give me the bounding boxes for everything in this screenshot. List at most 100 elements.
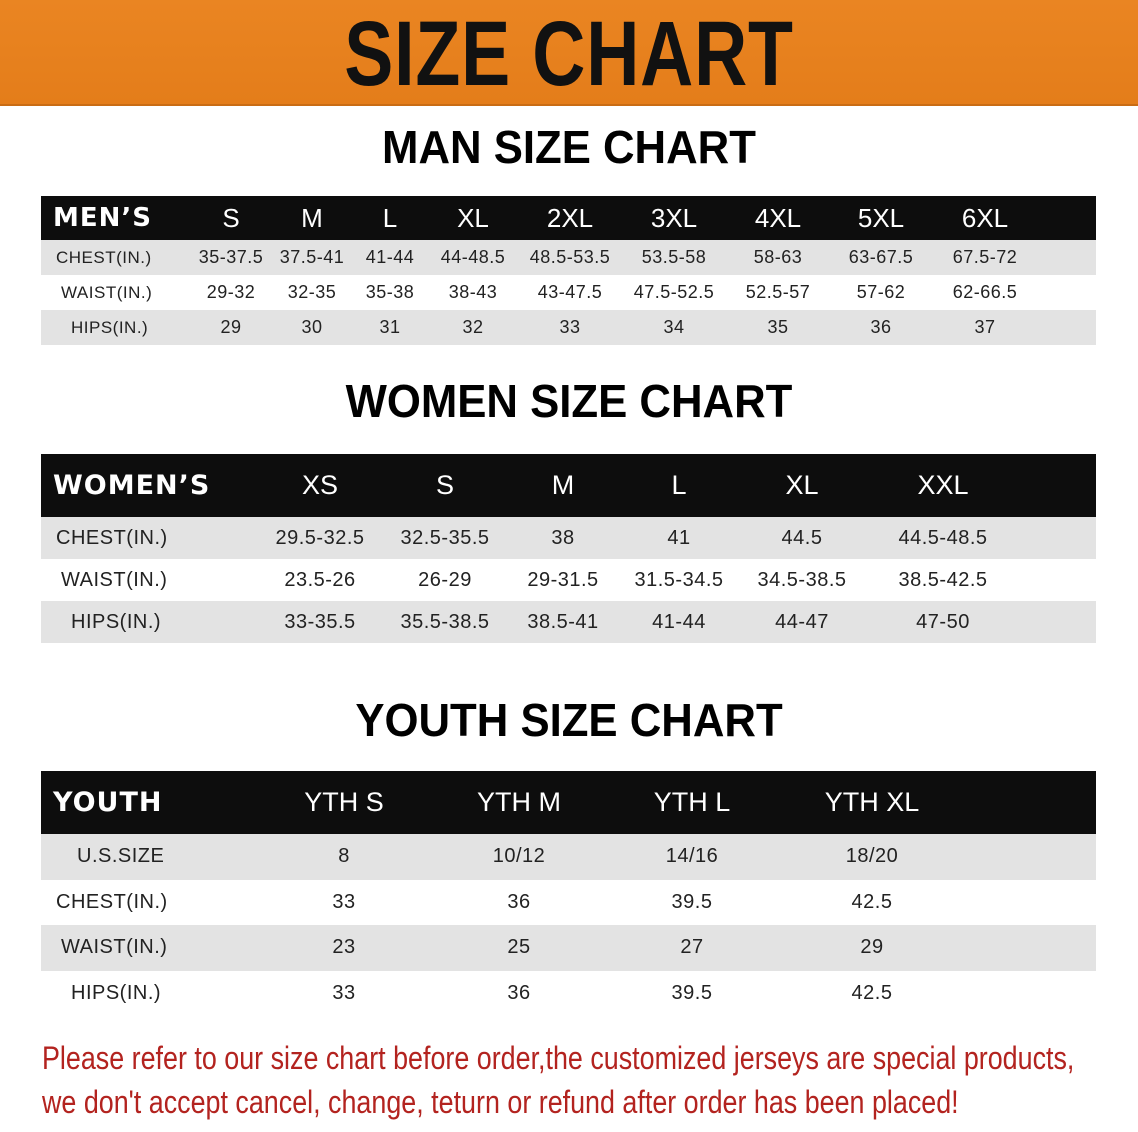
measurement-label: HIPS(IN.) — [71, 981, 162, 1004]
size-column-header: S — [435, 470, 454, 500]
measurement-label: U.S.SIZE — [77, 845, 165, 868]
women-section-title: WOMEN SIZE CHART — [345, 375, 793, 427]
table-row: HIPS(IN.) 33 36 39.5 42.5 — [41, 970, 1096, 1016]
measurement-value: 35.5-38.5 — [400, 610, 490, 633]
table-row: WAIST(IN.) 23 25 27 29 — [41, 925, 1096, 971]
youth-size-table: YOUTH YTH S YTH M YTH L YTH XL U.S.SIZE 8 10/12… — [41, 771, 1096, 1017]
size-column-header: 2XL — [546, 202, 594, 233]
table-header-label: WOMEN’S — [53, 470, 211, 501]
measurement-value: 8 — [338, 845, 350, 868]
measurement-value: 36 — [507, 890, 531, 913]
women-size-table: WOMEN’S XS S M L XL XXL CHEST(IN.) 29.5-32.5 32.5… — [41, 454, 1096, 644]
measurement-label: WAIST(IN.) — [61, 568, 168, 591]
measurement-value: 58-63 — [753, 247, 803, 267]
measurement-value: 33 — [332, 890, 356, 913]
youth-section-title: YOUTH SIZE CHART — [355, 694, 783, 746]
measurement-value: 39.5 — [671, 981, 713, 1004]
table-row: CHEST(IN.) 29.5-32.5 32.5-35.5 38 41 44.5 44.5… — [41, 517, 1096, 559]
measurement-value: 35-38 — [365, 282, 415, 302]
table-header-row: YOUTH YTH S YTH M YTH L YTH XL — [41, 771, 1096, 834]
measurement-value: 38.5-41 — [527, 610, 599, 633]
measurement-value: 26-29 — [418, 568, 472, 591]
size-column-header: YTH S — [304, 787, 384, 817]
size-column-header: 4XL — [754, 202, 802, 233]
measurement-value: 43-47.5 — [537, 282, 603, 302]
measurement-value: 37 — [974, 317, 996, 337]
measurement-value: 44-48.5 — [440, 247, 506, 267]
size-column-header: M — [301, 202, 323, 233]
size-column-header: XXL — [917, 470, 969, 500]
measurement-value: 62-66.5 — [952, 282, 1018, 302]
measurement-value: 10/12 — [492, 845, 546, 868]
measurement-value: 18/20 — [845, 845, 899, 868]
size-column-header: YTH XL — [824, 787, 920, 817]
measurement-value: 33 — [559, 317, 581, 337]
table-header-row: WOMEN’S XS S M L XL XXL — [41, 454, 1096, 517]
size-column-header: XL — [457, 202, 489, 233]
table-row: WAIST(IN.) 29-32 32-35 35-38 38-43 43-47.5 47.… — [41, 275, 1096, 310]
measurement-value: 42.5 — [851, 890, 893, 913]
measurement-value: 52.5-57 — [745, 282, 811, 302]
table-row: CHEST(IN.) 33 36 39.5 42.5 — [41, 879, 1096, 925]
measurement-value: 25 — [507, 936, 531, 959]
size-column-header: L — [671, 470, 687, 500]
measurement-value: 27 — [680, 936, 704, 959]
size-column-header: YTH L — [653, 787, 731, 817]
measurement-value: 48.5-53.5 — [529, 247, 611, 267]
measurement-value: 34 — [663, 317, 685, 337]
measurement-value: 53.5-58 — [641, 247, 707, 267]
table-row: CHEST(IN.) 35-37.5 37.5-41 41-44 44-48.5 48.5… — [41, 240, 1096, 275]
measurement-label: WAIST(IN.) — [61, 936, 168, 959]
men-size-table: MEN’S S M L XL 2XL 3XL 4XL 5XL 6XL CHEST(IN.) 35-37… — [41, 196, 1096, 346]
size-column-header: YTH M — [477, 787, 561, 817]
measurement-value: 32-35 — [287, 282, 337, 302]
table-row: WAIST(IN.) 23.5-26 26-29 29-31.5 31.5-34.5 34… — [41, 559, 1096, 601]
measurement-value: 38.5-42.5 — [898, 568, 988, 591]
size-column-header: XL — [785, 470, 819, 500]
notice-line-2: we don't accept cancel, change, teturn o… — [42, 1084, 959, 1120]
measurement-value: 23.5-26 — [284, 568, 356, 591]
measurement-value: 63-67.5 — [848, 247, 914, 267]
measurement-value: 29 — [220, 317, 242, 337]
table-header-row: MEN’S S M L XL 2XL 3XL 4XL 5XL 6XL — [41, 196, 1096, 240]
measurement-value: 32.5-35.5 — [400, 526, 490, 549]
measurement-label: HIPS(IN.) — [71, 317, 149, 337]
measurement-value: 38 — [551, 526, 575, 549]
measurement-label: CHEST(IN.) — [56, 247, 152, 267]
measurement-value: 36 — [507, 981, 531, 1004]
table-header-label: YOUTH — [53, 787, 163, 818]
size-column-header: 3XL — [650, 202, 698, 233]
measurement-value: 38-43 — [448, 282, 498, 302]
measurement-value: 34.5-38.5 — [757, 568, 847, 591]
measurement-value: 44-47 — [775, 610, 829, 633]
measurement-value: 33-35.5 — [284, 610, 356, 633]
order-notice: Please refer to our size chart before or… — [42, 1036, 1074, 1124]
measurement-value: 37.5-41 — [279, 247, 345, 267]
measurement-value: 44.5 — [781, 526, 823, 549]
measurement-value: 67.5-72 — [952, 247, 1018, 267]
measurement-value: 29 — [860, 936, 884, 959]
size-column-header: XS — [301, 470, 339, 500]
men-section-title: MAN SIZE CHART — [382, 121, 756, 173]
table-row: HIPS(IN.) 33-35.5 35.5-38.5 38.5-41 41-44 44-… — [41, 601, 1096, 643]
measurement-value: 57-62 — [856, 282, 906, 302]
banner-title: SIZE CHART — [344, 3, 794, 105]
table-header-label: MEN’S — [53, 203, 152, 233]
measurement-value: 47.5-52.5 — [633, 282, 715, 302]
measurement-value: 36 — [870, 317, 892, 337]
size-column-header: 6XL — [961, 202, 1009, 233]
size-column-header: 5XL — [857, 202, 905, 233]
measurement-label: HIPS(IN.) — [71, 610, 162, 633]
measurement-value: 39.5 — [671, 890, 713, 913]
table-row: HIPS(IN.) 29 30 31 32 33 34 35 36 37 — [41, 310, 1096, 345]
measurement-value: 14/16 — [665, 845, 719, 868]
size-column-header: L — [382, 202, 398, 233]
notice-line-1: Please refer to our size chart before or… — [42, 1040, 1075, 1076]
measurement-value: 41-44 — [365, 247, 415, 267]
measurement-value: 31 — [379, 317, 401, 337]
measurement-value: 47-50 — [916, 610, 970, 633]
measurement-value: 30 — [301, 317, 323, 337]
measurement-value: 31.5-34.5 — [634, 568, 724, 591]
measurement-value: 29.5-32.5 — [275, 526, 365, 549]
